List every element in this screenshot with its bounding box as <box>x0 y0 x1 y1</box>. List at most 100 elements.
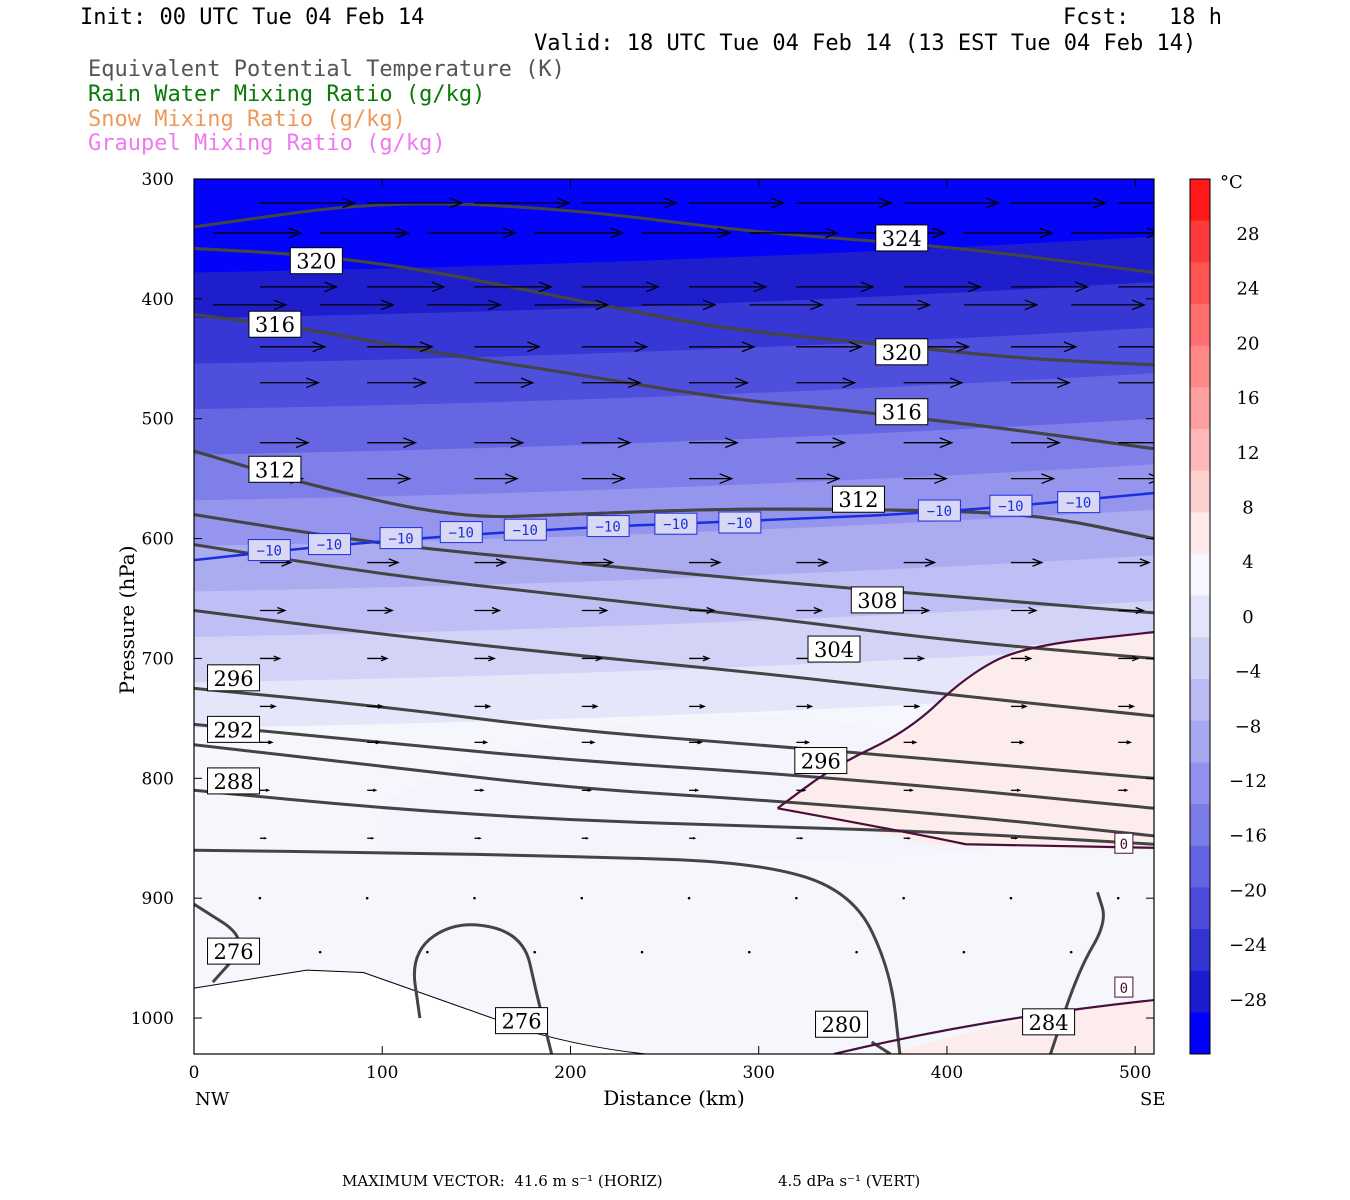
wind-vector <box>903 197 1000 209</box>
wind-vector <box>474 437 525 449</box>
theta-e-label: 280 <box>815 1010 869 1038</box>
isotherm-minus10-label: −10 <box>654 512 698 535</box>
wind-vector <box>903 836 911 840</box>
wind-vector <box>474 377 535 389</box>
y-axis-label: Pressure (hPa) <box>115 546 139 695</box>
colorbar-cell <box>1190 179 1210 222</box>
isotherm-minus10-label: −10 <box>308 533 352 556</box>
wind-vector <box>474 655 496 662</box>
wind-vector <box>581 341 649 353</box>
wind-vector <box>212 227 303 239</box>
y-tick-label: 600 <box>142 530 174 550</box>
theta-e-label: 304 <box>807 635 861 663</box>
wind-vector <box>259 788 271 792</box>
theta-e-label: 284 <box>1022 1008 1076 1036</box>
wind-vector <box>1118 442 1154 444</box>
wind-vector <box>689 703 706 709</box>
theta-e-label: 316 <box>248 310 302 338</box>
wind-vector <box>689 655 711 662</box>
wind-vector <box>581 437 632 449</box>
wind-vector <box>1009 896 1013 900</box>
wind-vector <box>689 558 722 567</box>
max-vector-text: MAXIMUM VECTOR: 41.6 m s⁻¹ (HORIZ) <box>342 1172 663 1190</box>
axes: 0 100 200 300 400 500 300 400 500 600 700 800 900 100… <box>131 170 1154 1083</box>
wind-vector <box>474 740 489 745</box>
wind-vector <box>689 377 750 389</box>
theta-e-contour <box>1049 891 1105 1054</box>
wind-vector <box>259 197 357 209</box>
wind-vector <box>1118 788 1129 792</box>
wind-vector <box>1118 202 1154 204</box>
theta-e-label: 292 <box>207 715 261 743</box>
wind-vector <box>747 950 751 954</box>
theta-e-contour <box>194 686 1154 780</box>
wind-vector <box>689 197 786 209</box>
wind-vector <box>320 227 410 239</box>
wind-vector <box>903 281 982 293</box>
isotherm-minus10-label: −10 <box>247 539 291 562</box>
x-tick-label: 0 <box>189 1063 200 1083</box>
svg-text:−10: −10 <box>998 499 1023 515</box>
wind-vector <box>474 703 492 709</box>
colorbar-cell <box>1190 679 1210 722</box>
wind-vector <box>1118 703 1136 709</box>
isotherm-minus10-label: −10 <box>439 521 483 544</box>
theta-e-label: 316 <box>875 398 929 426</box>
wind-vector <box>689 473 734 485</box>
svg-text:0: 0 <box>1120 981 1128 997</box>
x-tick-label: 300 <box>742 1063 774 1083</box>
colorbar-cell <box>1190 345 1210 388</box>
wind-vector <box>1010 788 1022 792</box>
wind-vector <box>1069 950 1073 954</box>
wind-vector <box>903 473 949 485</box>
y-tick-label: 900 <box>142 889 174 909</box>
wind-vector <box>1010 655 1033 662</box>
wind-vector <box>796 281 875 293</box>
colorbar-label: 12 <box>1237 443 1260 464</box>
wind-vector <box>1010 740 1025 745</box>
colorbar-label: −8 <box>1235 716 1262 737</box>
wind-vector <box>1116 896 1120 900</box>
colorbar-label: 24 <box>1237 279 1260 300</box>
svg-text:320: 320 <box>882 341 922 365</box>
wind-vector <box>687 896 691 900</box>
isotherm-minus10-label: −10 <box>379 527 423 550</box>
plot-frame <box>193 178 1155 1055</box>
svg-text:312: 312 <box>255 458 295 482</box>
colorbar-cell <box>1190 595 1210 638</box>
svg-text:−10: −10 <box>595 520 620 536</box>
wind-vector <box>474 836 482 840</box>
svg-text:−10: −10 <box>388 532 413 548</box>
theta-e-contour <box>412 923 554 1054</box>
wind-vector <box>856 299 932 311</box>
svg-text:284: 284 <box>1029 1011 1069 1035</box>
svg-text:−10: −10 <box>727 516 752 532</box>
wind-vector <box>474 341 542 353</box>
endpoint-right-label: SE <box>1140 1089 1165 1110</box>
colorbar-label: −16 <box>1229 826 1267 847</box>
wind-vector <box>367 197 464 209</box>
wind-vector <box>581 473 627 485</box>
wind-vector <box>689 341 756 353</box>
colorbar-label: 8 <box>1242 498 1253 519</box>
svg-text:312: 312 <box>838 488 878 512</box>
theta-e-label: 324 <box>875 224 929 252</box>
legend-rain-water: Rain Water Mixing Ratio (g/kg) <box>88 82 486 107</box>
wind-vector <box>1118 382 1154 384</box>
svg-text:320: 320 <box>296 250 336 274</box>
wind-vector <box>902 896 905 900</box>
theta-e-label: 276 <box>207 937 261 965</box>
theta-e-label: 312 <box>248 455 302 483</box>
x-tick-label: 500 <box>1119 1063 1151 1083</box>
wind-vector <box>903 558 937 567</box>
x-axis-label: Distance (km) <box>603 1086 745 1110</box>
colorbar-label: −20 <box>1229 880 1267 901</box>
svg-text:−10: −10 <box>663 517 688 533</box>
wind-vector <box>474 197 571 209</box>
theta-e-label: 296 <box>207 664 261 692</box>
wind-vector <box>796 558 829 567</box>
forecast-hour: Fcst: 18 h <box>1063 5 1222 30</box>
wind-vector <box>903 655 926 662</box>
wind-vector <box>581 281 661 293</box>
wind-vector <box>474 473 519 485</box>
